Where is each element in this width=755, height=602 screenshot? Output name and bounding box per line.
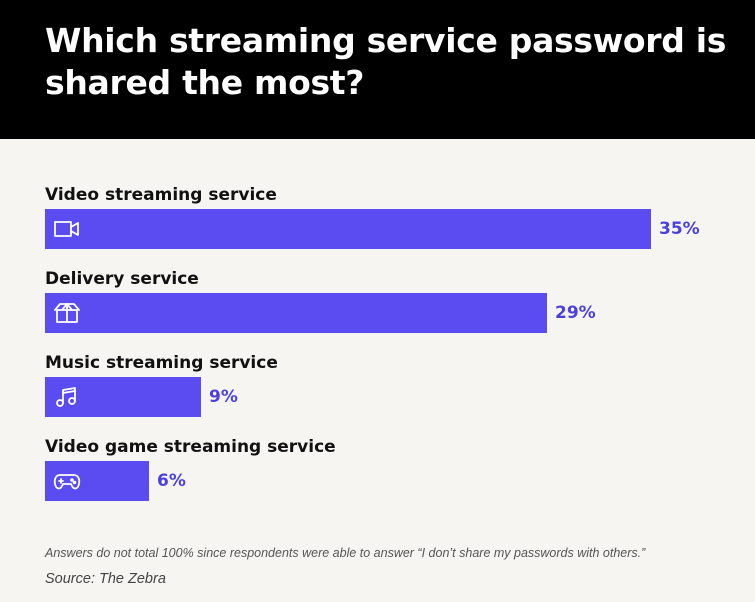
gamepad-icon xyxy=(53,474,81,490)
bar xyxy=(45,293,547,333)
music-note-icon xyxy=(56,387,76,407)
category-label: Music streaming service xyxy=(45,353,278,373)
bar-chart: Video streaming service 35% Delivery servi… xyxy=(0,139,755,539)
category-label: Delivery service xyxy=(45,269,199,289)
source-credit: Source: The Zebra xyxy=(45,571,166,587)
category-label: Video streaming service xyxy=(45,185,277,205)
box-icon xyxy=(54,303,80,323)
value-label: 9% xyxy=(209,387,238,407)
bar xyxy=(45,461,149,501)
bar xyxy=(45,209,651,249)
header-band: Which streaming service password is shar… xyxy=(0,0,755,139)
category-label: Video game streaming service xyxy=(45,437,336,457)
value-label: 6% xyxy=(157,471,186,491)
video-camera-icon xyxy=(54,221,79,237)
value-label: 35% xyxy=(659,219,700,239)
bar xyxy=(45,377,201,417)
chart-title: Which streaming service password is shar… xyxy=(45,21,727,102)
value-label: 29% xyxy=(555,303,596,323)
footnote: Answers do not total 100% since responde… xyxy=(45,546,646,560)
